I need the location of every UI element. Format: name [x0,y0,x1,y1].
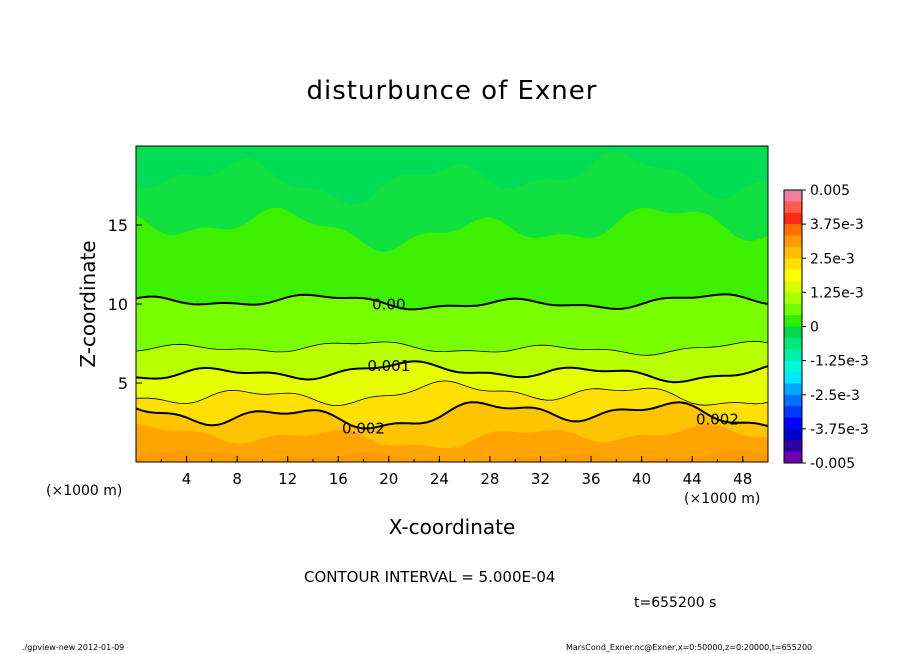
y-tick-label: 5 [118,374,128,393]
contour-label: 0.001 [367,357,410,375]
x-tick-label: 36 [581,470,600,488]
colorbar-swatch [784,303,802,316]
chart-title: disturbunce of Exner [306,76,598,106]
y-tick-label: 15 [108,216,128,235]
colorbar-swatch [784,417,802,430]
colorbar-swatch [784,281,802,293]
x-tick-label: 8 [232,470,242,488]
footer-right: MarsCond_Exner.nc@Exner,x=0:50000,z=0:20… [566,643,813,652]
contour-lines: 0.00 0.001 0.002 0.002 [136,293,768,437]
colorbar-label: 2.5e-3 [810,251,855,267]
colorbar-swatch [784,235,802,248]
colorbar-swatch [784,451,802,464]
x-tick-label: 28 [480,470,499,488]
x-tick-label: 20 [379,470,398,488]
x-tick-label: 4 [182,470,192,488]
colorbar-swatch [784,292,802,305]
x-tick-label: 40 [632,470,651,488]
colorbar-swatch [784,383,802,396]
colorbar-label: -2.5e-3 [810,388,860,404]
colorbar-swatch [784,394,802,407]
contour-interval: CONTOUR INTERVAL = 5.000E-04 [304,568,556,586]
colorbar-swatch [784,326,802,339]
colorbar-swatch [784,349,802,362]
x-tick-label: 48 [733,470,752,488]
contour-fills [136,146,768,462]
contour-line-4 [136,360,768,384]
colorbar-swatch [784,337,802,350]
y-axis-label: Z-coordinate [76,240,100,368]
colorbar-swatch [784,258,802,271]
x-tick-label: 44 [683,470,702,488]
colorbar-swatch [784,360,802,373]
fill-level-8 [136,146,768,205]
colorbar-swatch [784,246,802,259]
colorbar-label: -3.75e-3 [810,422,869,438]
colorbar-swatch [784,440,802,453]
contour-line-2 [136,401,768,430]
time-stamp: t=655200 s [634,595,717,611]
colorbar-label: 1.25e-3 [810,285,864,301]
colorbar-label: 0 [810,320,819,336]
x-unit-right: (×1000 m) [684,491,761,507]
colorbar-swatch [784,372,802,384]
x-axis-label: X-coordinate [388,515,516,539]
contour-label: 0.002 [342,419,385,437]
colorbar-label: -0.005 [810,456,855,472]
x-tick-label: 24 [430,470,449,488]
x-tick-label: 32 [531,470,550,488]
colorbar-swatch [784,428,802,441]
colorbar-swatch [784,406,802,418]
contour-line-5 [136,340,768,356]
colorbar-swatch [784,190,802,202]
y-tick-label: 10 [108,295,128,314]
colorbar-swatch [784,315,802,327]
colorbar: 0.005 3.75e-3 2.5e-3 1.25e-3 0 -1.25e-3 -2.5e-… [783,183,869,472]
x-tick-label: 16 [329,470,348,488]
colorbar-swatch [784,201,802,214]
colorbar-swatch [784,269,802,282]
colorbar-label: 0.005 [810,183,850,199]
colorbar-swatch [784,224,802,236]
contour-label: 0.00 [372,296,405,314]
x-unit-left: (×1000 m) [46,483,123,499]
colorbar-label: 3.75e-3 [810,217,864,233]
colorbar-swatch [784,212,802,225]
contour-line-3 [136,380,768,407]
contour-label: 0.002 [696,410,739,428]
x-tick-label: 12 [278,470,297,488]
footer-left: ./gpview-new 2012-01-09 [22,643,125,652]
colorbar-label: -1.25e-3 [810,354,869,370]
contour-line-6 [136,293,768,311]
